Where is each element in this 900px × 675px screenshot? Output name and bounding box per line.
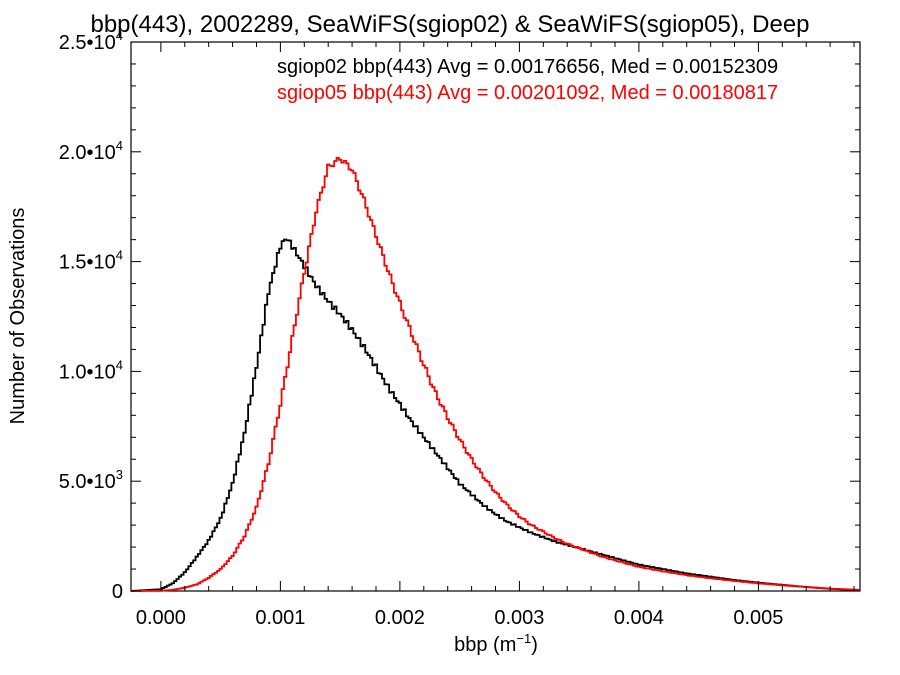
y-tick-label: 0 — [112, 581, 123, 603]
plot-area — [130, 41, 861, 592]
chart-title: bbp(443), 2002289, SeaWiFS(sgiop02) & Se… — [90, 11, 809, 38]
x-tick-label: 0.001 — [255, 607, 305, 629]
x-axis-label-close: ) — [531, 634, 538, 656]
x-axis-label-main: bbp (m — [454, 634, 516, 656]
x-tick-label: 0.005 — [733, 607, 783, 629]
plot-frame — [130, 41, 861, 592]
x-tick-label: 0.004 — [614, 607, 664, 629]
x-tick-label: 0.002 — [375, 607, 425, 629]
x-axis-label: bbp (m−1) — [454, 631, 538, 656]
series-sgiop02-line — [131, 238, 860, 592]
y-tick-label: 2.5•104 — [59, 28, 123, 54]
annotation-sgiop02: sgiop02 bbp(443) Avg = 0.00176656, Med =… — [277, 56, 778, 78]
x-axis-label-exp: −1 — [516, 631, 531, 646]
series-sgiop05-line — [131, 156, 860, 592]
annotations: sgiop02 bbp(443) Avg = 0.00176656, Med =… — [277, 56, 778, 104]
y-tick-label: 2.0•104 — [59, 138, 123, 164]
series-layer — [131, 156, 860, 592]
x-tick-label: 0.003 — [494, 607, 544, 629]
y-tick-label: 1.0•104 — [59, 357, 123, 383]
x-axis-ticks: 0.000 0.001 0.002 0.003 0.004 0.005 — [136, 42, 855, 629]
y-axis-label: Number of Observations — [7, 208, 29, 425]
x-tick-label: 0.000 — [136, 607, 186, 629]
y-tick-label: 5.0•103 — [59, 467, 123, 493]
y-axis-ticks: 0 5.0•103 1.0•104 1.5•104 2.0•104 2.5•104 — [59, 28, 860, 603]
annotation-sgiop05: sgiop05 bbp(443) Avg = 0.00201092, Med =… — [277, 82, 778, 104]
y-tick-label: 1.5•104 — [59, 248, 123, 274]
